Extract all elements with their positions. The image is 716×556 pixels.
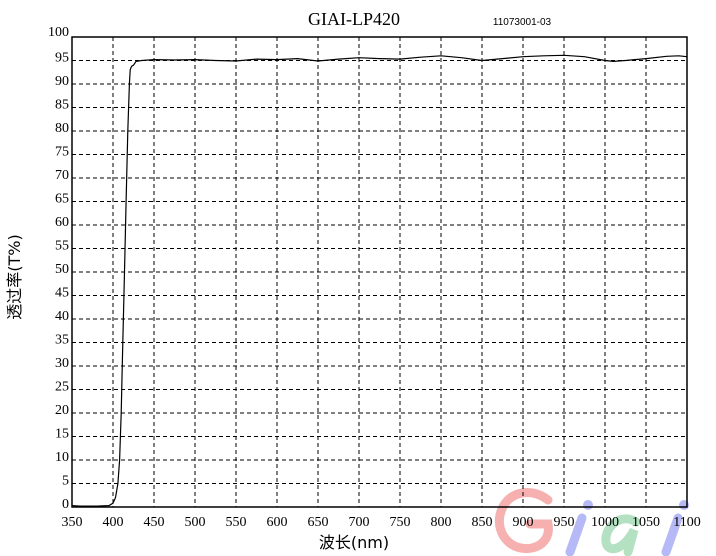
y-tick-label: 70 (55, 168, 69, 183)
y-tick-label: 45 (55, 286, 69, 301)
x-tick-label: 400 (103, 515, 124, 530)
x-tick-label: 1000 (591, 515, 619, 530)
chart-subtitle: 11073001-03 (493, 17, 552, 28)
y-tick-label: 100 (48, 25, 69, 40)
y-axis-label: 透过率(T%) (5, 234, 24, 319)
x-tick-label: 850 (472, 515, 493, 530)
y-tick-label: 5 (62, 474, 69, 489)
y-tick-label: 90 (55, 74, 69, 89)
x-tick-label: 350 (62, 515, 83, 530)
plot-frame (71, 36, 688, 508)
x-tick-label: 950 (554, 515, 575, 530)
x-tick-label: 650 (308, 515, 329, 530)
y-tick-label: 60 (55, 215, 69, 230)
y-tick-label: 95 (55, 51, 69, 66)
y-tick-label: 65 (55, 192, 69, 207)
y-tick-label: 10 (55, 450, 69, 465)
watermark-letter-i (661, 513, 683, 556)
y-tick-label: 25 (55, 380, 69, 395)
x-tick-label: 900 (513, 515, 534, 530)
watermark-dot (583, 500, 593, 510)
x-tick-label: 700 (349, 515, 370, 530)
x-tick-label: 600 (267, 515, 288, 530)
y-tick-label: 20 (55, 403, 69, 418)
x-tick-labels: 350 400 450 500 550 600 650 700 750 800 850 900 950 1… (62, 515, 701, 530)
y-tick-label: 35 (55, 333, 69, 348)
y-tick-label: 40 (55, 309, 69, 324)
x-tick-label: 500 (185, 515, 206, 530)
y-tick-label: 55 (55, 239, 69, 254)
grid (72, 37, 687, 507)
x-axis-label: 波长(nm) (319, 533, 389, 552)
watermark-letter-i (565, 513, 587, 556)
x-tick-label: 1050 (632, 515, 660, 530)
y-tick-labels: 0 5 10 15 20 25 30 35 40 45 50 55 60 65 70 75 80 85 90 95 10… (48, 25, 69, 512)
x-tick-label: 550 (226, 515, 247, 530)
y-tick-label: 50 (55, 262, 69, 277)
chart-title: GIAI-LP420 (308, 9, 400, 29)
x-tick-label: 1100 (673, 515, 700, 530)
y-tick-label: 0 (62, 497, 69, 512)
x-tick-label: 750 (390, 515, 411, 530)
y-tick-label: 75 (55, 145, 69, 160)
watermark-letter-g (494, 488, 553, 554)
y-tick-label: 80 (55, 121, 69, 136)
y-tick-label: 30 (55, 356, 69, 371)
x-tick-label: 450 (144, 515, 165, 530)
watermark-letter-a (601, 514, 641, 556)
series-line-transmission (71, 54, 688, 507)
y-tick-label: 15 (55, 427, 69, 442)
y-tick-label: 85 (55, 98, 69, 113)
x-tick-label: 800 (431, 515, 452, 530)
